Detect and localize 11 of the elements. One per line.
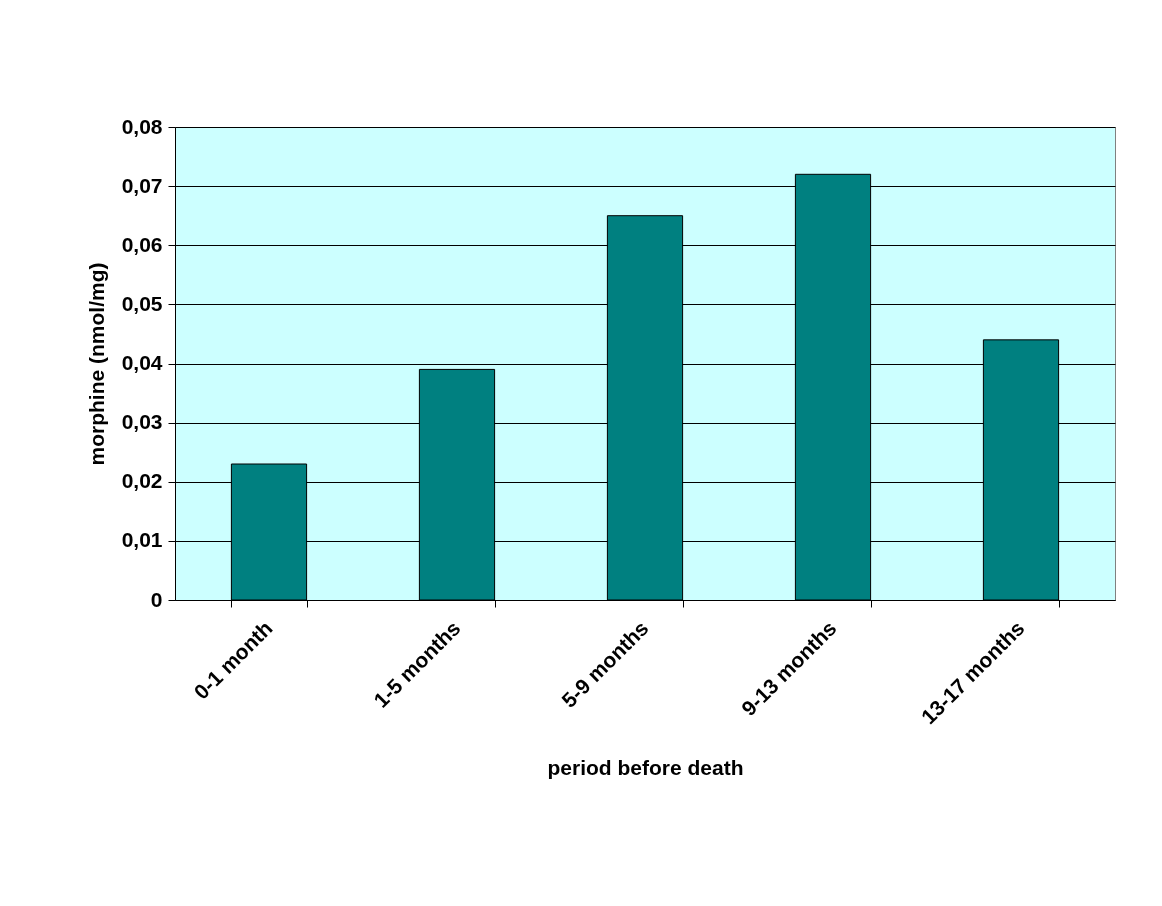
y-tick-label: 0,07 (121, 173, 163, 197)
y-tick-label: 0,02 (121, 469, 163, 493)
y-tick-label: 0,04 (121, 351, 163, 374)
y-tick-label: 0 (150, 587, 163, 611)
y-tick-label: 0,08 (121, 114, 163, 138)
y-tick-label: 0,01 (121, 528, 163, 552)
y-tick-label: 0,03 (121, 410, 163, 434)
y-tick-label: 0,06 (121, 232, 163, 256)
y-axis-title: morphine (nmol/mg) (84, 262, 108, 466)
y-tick-label: 0,05 (121, 291, 163, 315)
x-axis-title: period before death (547, 756, 744, 780)
